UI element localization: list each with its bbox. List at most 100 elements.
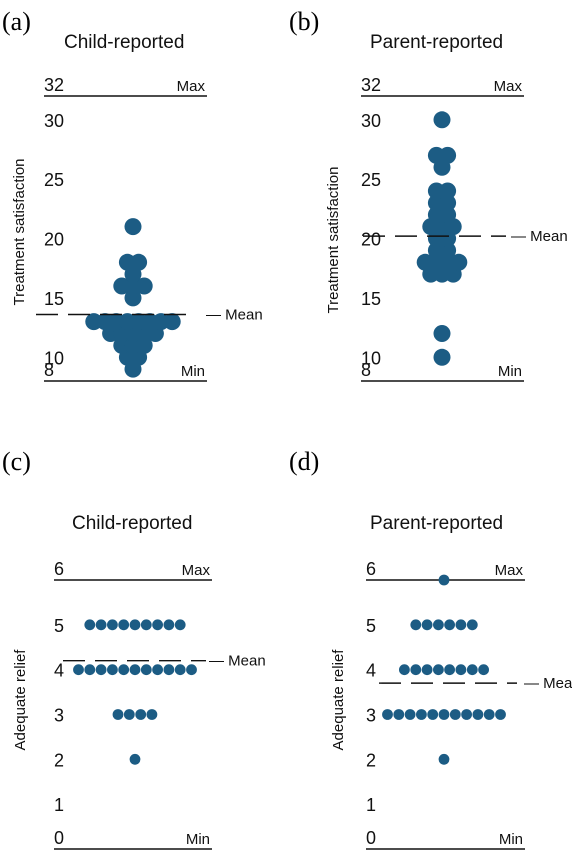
max-tick-label: 6 — [366, 559, 376, 579]
y-axis-label: Adequate relief — [12, 649, 29, 751]
data-point — [152, 664, 164, 676]
data-point — [444, 619, 455, 631]
data-point — [461, 709, 472, 720]
data-point — [455, 619, 467, 631]
min-tick-label: 8 — [361, 360, 371, 380]
y-tick-label: 15 — [44, 289, 64, 309]
data-point — [433, 111, 451, 129]
data-point — [135, 709, 147, 720]
mean-label: — Mean — [511, 228, 568, 245]
y-tick-label: 15 — [361, 289, 381, 309]
data-point — [421, 664, 433, 676]
max-label: Max — [495, 562, 524, 579]
y-tick-label: 1 — [366, 795, 376, 815]
data-point — [73, 664, 84, 676]
max-tick-label: 32 — [361, 75, 381, 95]
y-tick-label: 20 — [361, 230, 381, 250]
data-point — [495, 709, 506, 720]
max-tick-label: 6 — [54, 559, 64, 579]
data-point — [174, 664, 186, 676]
data-point — [130, 253, 148, 271]
chart-title: Parent-reported — [370, 513, 503, 534]
data-point — [129, 664, 141, 676]
min-tick-label: 8 — [44, 360, 54, 380]
max-tick-label: 32 — [44, 75, 64, 95]
data-point — [118, 619, 130, 631]
data-point — [439, 182, 457, 200]
min-tick-label: 0 — [366, 828, 376, 848]
y-tick-label: 4 — [54, 661, 64, 681]
data-point — [135, 277, 153, 295]
data-point — [404, 709, 416, 720]
data-point — [124, 218, 142, 236]
max-label: Max — [182, 562, 211, 579]
chart-title: Child-reported — [72, 513, 192, 534]
data-point — [421, 619, 433, 631]
y-axis-label: Treatment satisfaction — [11, 158, 28, 305]
y-tick-label: 3 — [54, 706, 64, 726]
mean-label: — Mean — [206, 307, 263, 324]
data-point — [433, 664, 444, 676]
panel-b: (b) Parent-reported 32 Max 8 Min 30 25 20 15 10 Tre… — [289, 7, 568, 382]
y-tick-label: 2 — [54, 750, 64, 770]
y-tick-label: 4 — [366, 661, 376, 681]
data-point — [478, 664, 489, 676]
panel-letter: (b) — [289, 7, 319, 36]
data-point — [410, 619, 422, 631]
data-point — [466, 664, 478, 676]
y-tick-label: 20 — [44, 230, 64, 250]
data-point — [444, 664, 455, 676]
panel-c: (c) Child-reported 6 Max 0 Min 5 4 3 2 1 Adequate r… — [2, 447, 266, 850]
data-point — [433, 348, 451, 366]
data-point — [129, 753, 141, 765]
data-point — [140, 619, 152, 631]
data-point — [84, 619, 96, 631]
y-tick-label: 5 — [54, 616, 64, 636]
panel-letter: (c) — [2, 447, 31, 476]
data-point — [472, 709, 484, 720]
data-point — [466, 619, 478, 631]
y-tick-label: 1 — [54, 795, 64, 815]
data-point — [393, 709, 405, 720]
chart-title: Child-reported — [64, 32, 184, 53]
data-point — [439, 194, 457, 212]
data-point — [84, 664, 96, 676]
data-point — [95, 619, 107, 631]
data-point — [439, 241, 457, 259]
y-tick-label: 5 — [366, 616, 376, 636]
data-point — [433, 325, 451, 342]
data-point — [439, 206, 457, 224]
min-label: Min — [181, 363, 205, 380]
data-point — [427, 709, 439, 720]
panel-letter: (a) — [2, 7, 31, 36]
data-point — [433, 619, 444, 631]
y-tick-label: 3 — [366, 706, 376, 726]
mean-label: — Mean — [209, 653, 266, 670]
data-point — [129, 619, 141, 631]
panel-d: (d) Parent-reported 6 Max 0 Min 5 4 3 2 1 Adequate … — [289, 447, 572, 850]
data-point — [186, 664, 197, 676]
data-point — [449, 709, 461, 720]
data-point — [152, 619, 164, 631]
data-point — [146, 709, 158, 720]
data-point — [163, 313, 181, 331]
data-point — [107, 664, 118, 676]
data-point — [112, 709, 124, 720]
data-point — [438, 709, 450, 720]
y-tick-label: 25 — [44, 170, 64, 190]
min-label: Min — [186, 831, 210, 848]
y-tick-label: 10 — [44, 348, 64, 368]
y-tick-label: 30 — [361, 111, 381, 131]
min-label: Min — [498, 363, 522, 380]
y-axis-label: Treatment satisfaction — [325, 166, 342, 313]
data-point — [450, 253, 468, 271]
y-tick-label: 25 — [361, 170, 381, 190]
data-point — [124, 289, 142, 307]
data-point — [174, 619, 186, 631]
data-point — [416, 709, 427, 720]
data-point — [95, 664, 107, 676]
data-point — [163, 619, 175, 631]
panel-letter: (d) — [289, 447, 319, 476]
data-point — [382, 709, 393, 720]
